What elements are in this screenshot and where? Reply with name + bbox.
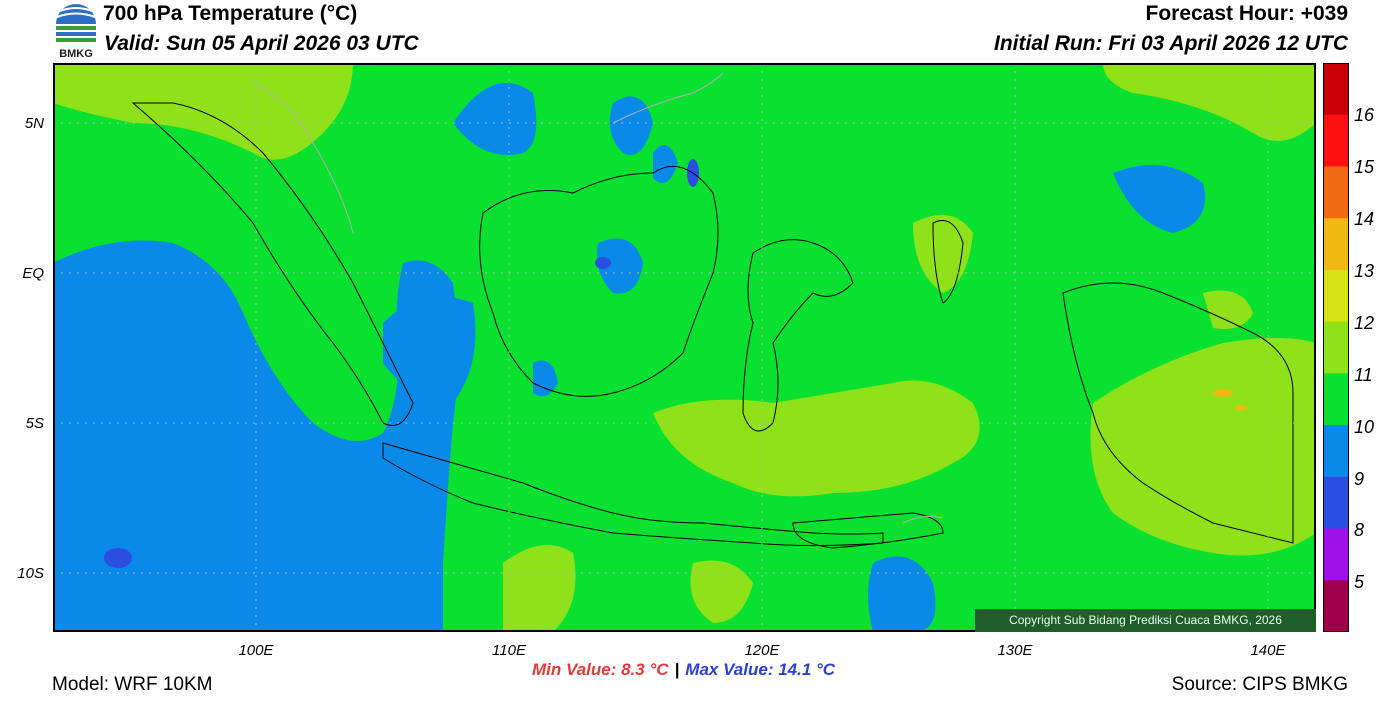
colorbar-label-11: 11 xyxy=(1354,365,1373,385)
colorbar-segment xyxy=(1323,166,1349,219)
colorbar-label-8: 8 xyxy=(1354,520,1365,540)
min-value: Min Value: 8.3 °C xyxy=(532,660,669,679)
temperature-field xyxy=(53,63,1316,632)
colorbar-segment xyxy=(1323,528,1349,581)
colorbar-segment xyxy=(1323,425,1349,478)
lon-label-120e: 120E xyxy=(744,642,780,659)
lat-label-10s: 10S xyxy=(17,565,44,582)
colorbar-segment xyxy=(1323,218,1349,271)
colorbar-segment xyxy=(1323,476,1349,530)
colorbar-label-13: 13 xyxy=(1354,261,1375,281)
forecast-hour: Forecast Hour: +039 xyxy=(1145,2,1349,25)
colorbar-segment xyxy=(1323,269,1349,323)
colorbar-label-15: 15 xyxy=(1354,157,1375,177)
colorbar xyxy=(1323,63,1349,632)
lon-label-140e: 140E xyxy=(1250,642,1286,659)
colorbar-segment xyxy=(1323,321,1349,374)
initial-run: Initial Run: Fri 03 April 2026 12 UTC xyxy=(994,32,1348,55)
map-frame xyxy=(53,63,1316,632)
colorbar-label-12: 12 xyxy=(1354,313,1375,333)
model-label: Model: WRF 10KM xyxy=(52,674,213,695)
warm-regions xyxy=(53,63,1316,632)
colorbar-segment xyxy=(1323,114,1349,167)
map-title: 700 hPa Temperature (°C) xyxy=(103,2,358,25)
colorbar-segment xyxy=(1323,580,1349,632)
country-borders xyxy=(252,72,944,524)
temperature-map xyxy=(53,63,1316,632)
bmkg-logo: BMKG xyxy=(52,2,100,60)
min-max-separator: | xyxy=(674,660,680,679)
valid-time: Valid: Sun 05 April 2026 03 UTC xyxy=(104,32,419,55)
colorbar-label-9: 9 xyxy=(1354,469,1365,489)
svg-text:BMKG: BMKG xyxy=(59,48,93,60)
copyright-box: Copyright Sub Bidang Prediksi Cuaca BMKG… xyxy=(975,609,1316,632)
max-value: Max Value: 14.1 °C xyxy=(685,660,836,679)
colorbar-label-14: 14 xyxy=(1354,209,1375,229)
coastlines xyxy=(131,102,1294,549)
lon-label-110e: 110E xyxy=(492,642,526,659)
lat-label-5n: 5N xyxy=(24,115,44,132)
colorbar-frame xyxy=(1323,63,1349,632)
cold-pockets xyxy=(104,159,699,568)
cool-regions xyxy=(53,83,1205,632)
lon-label-100e: 100E xyxy=(238,642,274,659)
colorbar-label-10: 10 xyxy=(1354,417,1375,437)
min-max-values: Min Value: 8.3 °C | Max Value: 14.1 °C xyxy=(532,660,835,680)
colorbar-segment xyxy=(1323,373,1349,426)
colorbar-label-5: 5 xyxy=(1354,572,1365,592)
lat-label-5s: 5S xyxy=(25,415,44,432)
colorbar-segment xyxy=(1323,63,1349,116)
colorbar-label-16: 16 xyxy=(1354,105,1375,125)
source-label: Source: CIPS BMKG xyxy=(1171,674,1348,695)
hot-patches xyxy=(1213,389,1247,411)
lon-label-130e: 130E xyxy=(997,642,1033,659)
lat-label-eq: EQ xyxy=(22,265,44,282)
